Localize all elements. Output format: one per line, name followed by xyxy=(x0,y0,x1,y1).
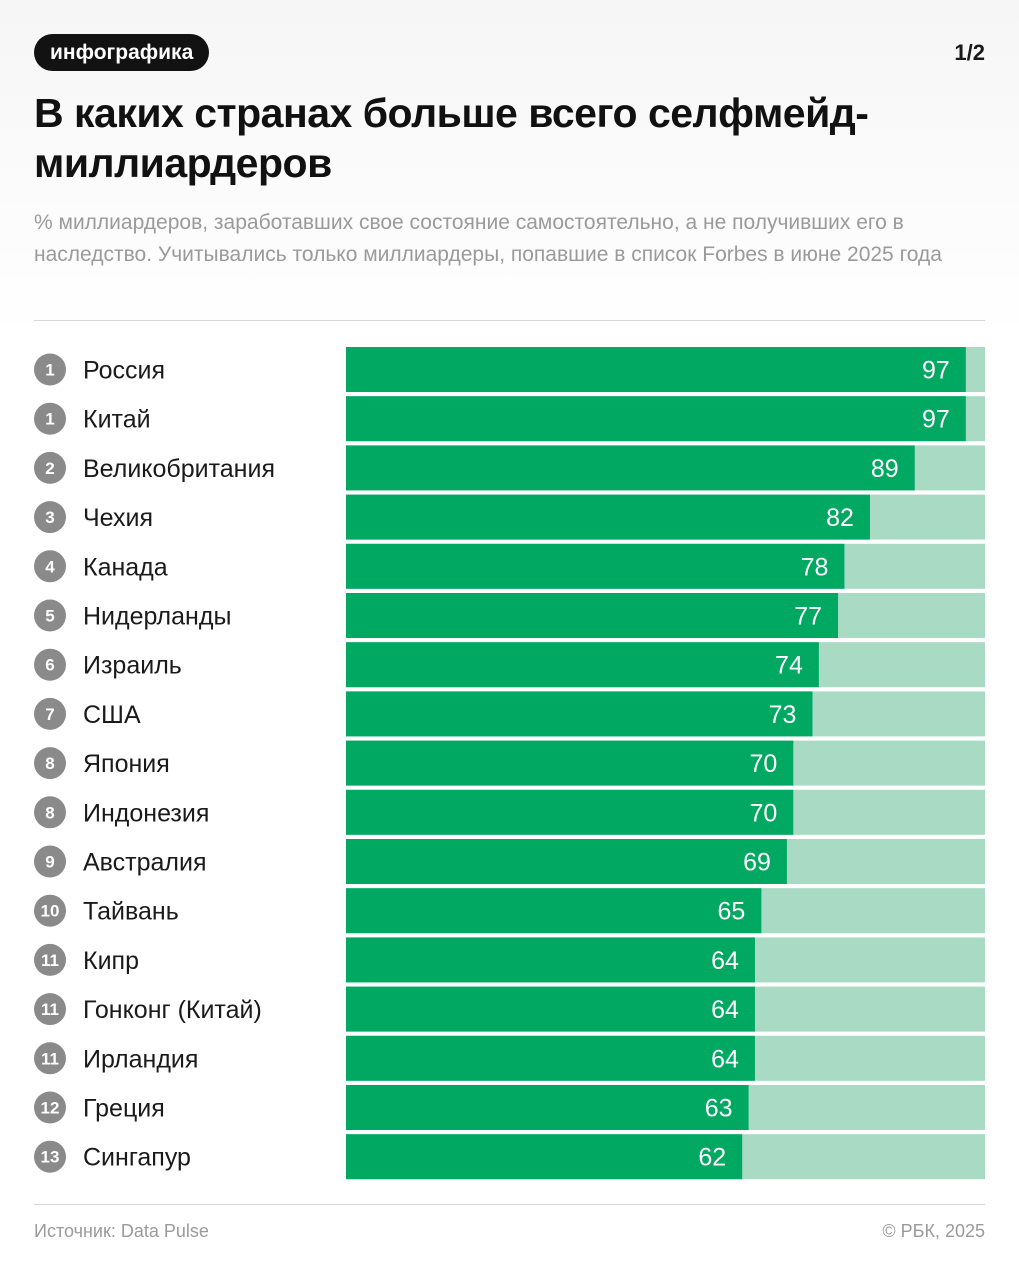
bar-value-label: 74 xyxy=(775,652,803,680)
rank-badge xyxy=(34,1042,66,1075)
rank-badge xyxy=(34,796,66,829)
category-label: Нидерланды xyxy=(83,603,231,631)
category-label: Греция xyxy=(83,1095,165,1123)
bar-value-label: 69 xyxy=(743,849,771,877)
rank-badge xyxy=(34,1140,66,1173)
bar-value-label: 78 xyxy=(801,553,829,581)
bar xyxy=(346,445,915,491)
bar-value-label: 64 xyxy=(711,1045,739,1073)
page-indicator: 1/2 xyxy=(954,40,985,65)
bar xyxy=(346,986,755,1032)
source-note: Источник: Data Pulse xyxy=(34,1221,209,1241)
rank-badge xyxy=(34,599,66,632)
bar-value-label: 65 xyxy=(718,898,746,926)
category-label: Австралия xyxy=(83,849,207,877)
bar xyxy=(346,593,839,638)
bar xyxy=(346,1085,749,1130)
category-label: Кипр xyxy=(83,947,139,975)
bar-value-label: 82 xyxy=(826,504,854,532)
rank-number: 11 xyxy=(41,951,59,970)
bar-value-label: 77 xyxy=(794,603,822,631)
bar-value-label: 97 xyxy=(922,357,950,385)
rank-badge xyxy=(34,451,66,484)
bar-value-label: 73 xyxy=(769,701,797,729)
rank-badge xyxy=(34,894,66,927)
category-label: Ирландия xyxy=(83,1045,198,1073)
bar xyxy=(346,347,966,392)
rank-number: 9 xyxy=(45,853,54,872)
category-label: США xyxy=(83,701,141,729)
rank-badge xyxy=(34,402,66,435)
category-label: Сингапур xyxy=(83,1144,191,1172)
rank-number: 7 xyxy=(45,705,54,724)
rank-number: 1 xyxy=(45,361,54,380)
bar-value-label: 63 xyxy=(705,1095,733,1123)
category-label: Великобритания xyxy=(83,455,275,483)
bar-value-label: 64 xyxy=(711,947,739,975)
bar-value-label: 97 xyxy=(922,406,950,434)
rank-badge xyxy=(34,845,66,878)
bar xyxy=(346,937,755,983)
rank-number: 6 xyxy=(45,656,54,675)
bar-value-label: 62 xyxy=(698,1144,726,1172)
rank-number: 12 xyxy=(41,1099,60,1118)
rank-number: 10 xyxy=(41,902,60,921)
rank-number: 4 xyxy=(45,557,55,576)
bar xyxy=(346,888,762,934)
rank-number: 2 xyxy=(45,459,54,478)
category-label: Россия xyxy=(83,357,165,385)
bar xyxy=(346,740,794,786)
rank-number: 8 xyxy=(45,803,54,822)
rank-number: 11 xyxy=(41,1049,59,1068)
rank-number: 5 xyxy=(45,607,54,626)
bar xyxy=(346,691,813,737)
chart-subtitle: % миллиардеров, заработавших свое состоя… xyxy=(34,211,942,266)
rank-number: 1 xyxy=(45,410,54,429)
category-label: Индонезия xyxy=(83,799,209,827)
rank-number: 3 xyxy=(45,508,54,527)
category-label: Израиль xyxy=(83,652,182,680)
category-label: Гонконг (Китай) xyxy=(83,996,262,1024)
bar-value-label: 89 xyxy=(871,455,899,483)
rank-badge xyxy=(34,993,66,1026)
copyright: © РБК, 2025 xyxy=(882,1221,985,1241)
bar-value-label: 70 xyxy=(749,799,777,827)
bar-value-label: 70 xyxy=(749,750,777,778)
rank-badge xyxy=(34,1091,66,1124)
rank-badge xyxy=(34,353,66,386)
rank-badge xyxy=(34,550,66,583)
infographic-tag: инфографика xyxy=(34,34,210,71)
category-label: Япония xyxy=(83,750,170,778)
bottom-divider xyxy=(34,1204,985,1205)
rank-badge xyxy=(34,747,66,780)
category-label: Чехия xyxy=(83,504,153,532)
rank-number: 13 xyxy=(41,1148,60,1167)
bar xyxy=(346,396,966,442)
bar xyxy=(346,642,819,688)
rank-badge xyxy=(34,943,66,976)
rank-number: 8 xyxy=(45,754,54,773)
bar xyxy=(346,494,870,540)
bar-value-label: 64 xyxy=(711,996,739,1024)
bar xyxy=(346,543,845,589)
bar xyxy=(346,1134,743,1180)
top-divider xyxy=(34,320,985,321)
category-label: Канада xyxy=(83,553,168,581)
bar xyxy=(346,839,787,884)
category-label: Китай xyxy=(83,406,151,434)
rank-badge xyxy=(34,501,66,534)
bar xyxy=(346,789,794,835)
bar xyxy=(346,1035,755,1081)
chart-title: В каких странах больше всего селфмейд-ми… xyxy=(34,90,869,186)
rank-number: 11 xyxy=(41,1000,59,1019)
rank-badge xyxy=(34,648,66,681)
rank-badge xyxy=(34,697,66,730)
category-label: Тайвань xyxy=(83,898,179,926)
